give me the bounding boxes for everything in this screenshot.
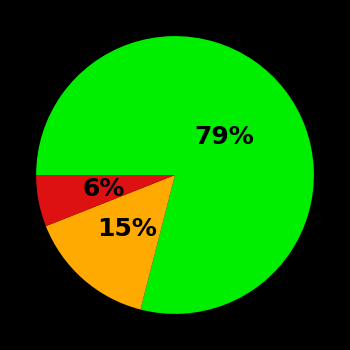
Wedge shape [36, 36, 314, 314]
Text: 15%: 15% [97, 217, 157, 241]
Text: 6%: 6% [83, 176, 125, 201]
Text: 79%: 79% [195, 125, 254, 149]
Wedge shape [36, 175, 175, 226]
Wedge shape [46, 175, 175, 309]
